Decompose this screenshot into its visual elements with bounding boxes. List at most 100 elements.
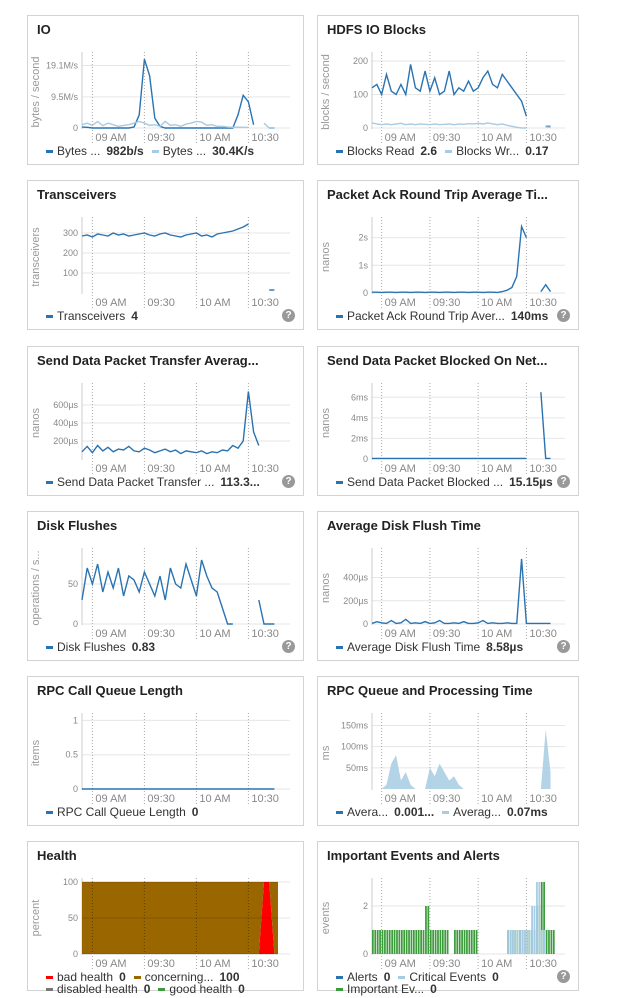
legend-swatch	[46, 645, 53, 649]
legend-item[interactable]: Send Data Packet Transfer ... 113.3...	[46, 476, 260, 488]
x-tick-label: 09:30	[433, 132, 461, 144]
chart-legend: Blocks Read 2.6 Blocks Wr... 0.17	[336, 145, 556, 157]
help-icon[interactable]: ?	[282, 475, 295, 488]
event-bar	[511, 930, 514, 954]
chart-svg: 0 100 200 09 AM 09:30 10 AM 10:30 blocks / seco…	[320, 52, 565, 144]
legend-name: Transceivers	[57, 309, 126, 323]
legend-name: good health	[169, 982, 233, 996]
help-icon[interactable]: ?	[557, 970, 570, 983]
help-icon[interactable]: ?	[557, 309, 570, 322]
legend-item[interactable]: Packet Ack Round Trip Aver... 140ms	[336, 310, 548, 322]
y-tick-label: 200	[353, 56, 368, 66]
legend-item[interactable]: Bytes ... 30.4K/s	[151, 145, 254, 157]
y-tick-label: 1	[73, 715, 78, 725]
x-tick-label: 09:30	[147, 628, 175, 640]
legend-item[interactable]: Alerts 0	[336, 971, 390, 983]
legend-value: 0	[383, 970, 391, 984]
y-axis-label: nanos	[320, 408, 332, 438]
x-tick-label: 10:30	[529, 958, 557, 970]
chart-panel-transceivers: 100 200 300 09 AM 09:30 10 AM 10:30 transceiver…	[27, 180, 304, 330]
legend-item[interactable]: Critical Events 0	[398, 971, 499, 983]
x-tick-label: 10:30	[251, 463, 279, 475]
event-bar	[540, 930, 543, 954]
y-tick-label: 19.1M/s	[46, 60, 79, 70]
event-bar	[454, 930, 456, 954]
legend-swatch	[336, 987, 343, 991]
y-tick-label: 100	[63, 268, 78, 278]
help-icon[interactable]: ?	[557, 475, 570, 488]
legend-item[interactable]: Send Data Packet Blocked ... 15.15µs	[336, 476, 553, 488]
legend-item[interactable]: Avera... 0.001...	[336, 806, 434, 818]
event-bar	[441, 930, 444, 954]
event-bar	[372, 930, 374, 954]
legend-item[interactable]: bad health 0	[46, 971, 126, 983]
y-tick-label: 2	[363, 901, 368, 911]
legend-value: 8.58µs	[486, 640, 524, 654]
legend-item[interactable]: Average Disk Flush Time 8.58µs	[336, 641, 523, 653]
legend-item[interactable]: Averag... 0.07ms	[442, 806, 548, 818]
event-bar	[439, 930, 442, 954]
legend-item[interactable]: disabled health 0	[46, 983, 150, 995]
event-bar	[398, 930, 401, 954]
chart-legend: Packet Ack Round Trip Aver... 140ms	[336, 310, 556, 322]
series-line	[540, 392, 551, 460]
chart-panel-disk-flushes: 0 50 09 AM 09:30 10 AM 10:30 operations / s...…	[27, 511, 304, 661]
x-tick-label: 09:30	[147, 793, 175, 805]
legend-item[interactable]: good health 0	[158, 982, 245, 996]
chart-panel-important-events-and-alerts: 0 2 09 AM 09:30 10 AM 10:30 events Important Ev…	[317, 841, 579, 995]
event-bar	[384, 930, 386, 954]
series-line	[371, 122, 527, 129]
event-bar	[461, 930, 463, 954]
event-bar	[388, 930, 391, 954]
legend-item[interactable]: Blocks Read 2.6	[336, 145, 437, 157]
chart-svg: 0 1s 2s 09 AM 09:30 10 AM 10:30 nanos	[320, 217, 565, 309]
legend-item[interactable]: Bytes ... 982b/s	[46, 145, 144, 157]
legend-item[interactable]: Blocks Wr... 0.17	[445, 145, 549, 157]
series-line	[81, 120, 249, 129]
event-bar	[475, 930, 478, 954]
y-tick-label: 50	[68, 913, 78, 923]
chart-legend: RPC Call Queue Length 0	[46, 806, 281, 818]
legend-item[interactable]: Transceivers 4	[46, 310, 138, 322]
y-tick-label: 300	[63, 228, 78, 238]
legend-value: 0.07ms	[506, 805, 548, 819]
y-tick-label: 0.5	[65, 750, 78, 760]
x-tick-label: 10 AM	[481, 793, 512, 805]
legend-value: 0	[119, 970, 126, 984]
x-tick-label: 09 AM	[95, 958, 126, 970]
event-bar	[523, 930, 526, 954]
legend-item[interactable]: concerning... 100	[133, 971, 240, 983]
event-bar	[458, 930, 461, 954]
y-axis-label: nanos	[320, 573, 332, 603]
y-axis-label: nanos	[30, 408, 42, 438]
legend-swatch	[442, 810, 450, 814]
legend-swatch	[336, 810, 343, 814]
x-tick-label: 10:30	[529, 793, 557, 805]
legend-swatch	[151, 149, 159, 153]
legend-item[interactable]: Disk Flushes 0.83	[46, 641, 155, 653]
event-bar	[434, 930, 437, 954]
event-bar	[519, 930, 521, 954]
event-bar	[427, 906, 430, 954]
chart-title: Send Data Packet Blocked On Net...	[327, 353, 548, 368]
y-axis-label: bytes / second	[30, 57, 42, 128]
legend-swatch	[336, 149, 343, 153]
event-bar	[412, 930, 415, 954]
x-tick-label: 09:30	[433, 628, 461, 640]
y-tick-label: 150ms	[341, 720, 369, 730]
legend-swatch	[445, 149, 453, 153]
x-tick-label: 09:30	[147, 463, 175, 475]
legend-value: 0	[430, 982, 437, 996]
chart-panel-health: 0 50 100 09 AM 09:30 10 AM 10:30 percent Health b…	[27, 841, 304, 995]
legend-item[interactable]: Important Ev... 0	[336, 983, 437, 995]
chart-panel-hdfs-io-blocks: 0 100 200 09 AM 09:30 10 AM 10:30 blocks / seco…	[317, 15, 579, 165]
x-tick-label: 09 AM	[95, 297, 126, 309]
help-icon[interactable]: ?	[282, 309, 295, 322]
series-line	[372, 223, 528, 294]
help-icon[interactable]: ?	[557, 640, 570, 653]
legend-value: 113.3...	[220, 475, 260, 489]
legend-item[interactable]: RPC Call Queue Length 0	[46, 806, 198, 818]
x-tick-label: 09 AM	[385, 463, 416, 475]
help-icon[interactable]: ?	[282, 640, 295, 653]
y-tick-label: 0	[73, 123, 78, 133]
